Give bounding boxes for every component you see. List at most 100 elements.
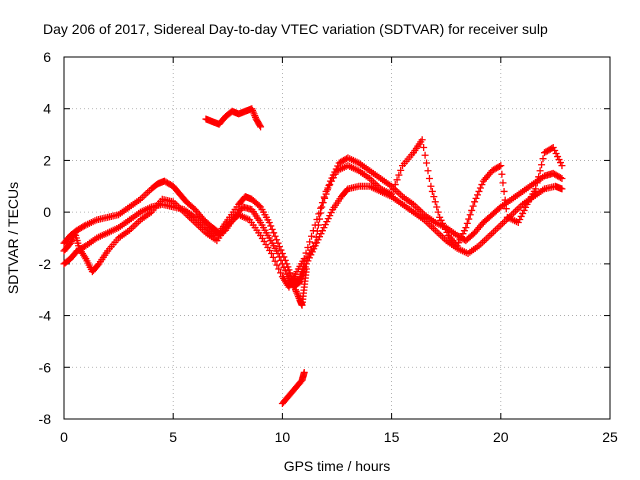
data-point [268, 225, 276, 233]
data-point [475, 187, 483, 195]
data-point [460, 227, 468, 235]
data-point [308, 232, 316, 240]
data-point [472, 194, 480, 202]
data-point [324, 215, 332, 223]
data-point [552, 150, 560, 158]
data-point [522, 203, 530, 211]
data-point [274, 250, 282, 258]
data-point [285, 266, 293, 274]
data-point [501, 196, 509, 204]
series-segment-low [278, 368, 308, 407]
data-point [556, 159, 564, 167]
data-point [311, 242, 319, 250]
data-point [305, 254, 313, 262]
data-point [462, 224, 470, 232]
data-point [320, 193, 328, 201]
data-point [314, 236, 322, 244]
data-point [318, 227, 326, 235]
data-point [434, 208, 442, 216]
data-point [391, 181, 399, 189]
x-tick-label: 10 [275, 429, 291, 445]
data-point [300, 255, 308, 263]
data-point [318, 199, 326, 207]
series-track-c [60, 136, 566, 291]
y-tick-label: -6 [39, 359, 52, 375]
data-point [257, 123, 265, 131]
data-point [317, 230, 325, 238]
x-tick-labels: 0 5 10 15 20 25 [60, 429, 618, 445]
data-point [520, 206, 528, 214]
data-point [311, 221, 319, 229]
data-point [431, 198, 439, 206]
data-point [313, 215, 321, 223]
data-point [533, 179, 541, 187]
chart-title: Day 206 of 2017, Sidereal Day-to-day VTE… [43, 21, 548, 37]
data-point [469, 202, 477, 210]
data-point [421, 151, 429, 159]
data-point [327, 209, 335, 217]
data-point [397, 166, 405, 174]
data-point [499, 179, 507, 187]
data-point [304, 243, 312, 251]
y-tick-label: 0 [43, 204, 51, 220]
data-point [320, 224, 328, 232]
data-point [323, 218, 331, 226]
data-point [273, 236, 281, 244]
data-point [498, 170, 506, 178]
x-tick-label: 15 [384, 429, 400, 445]
data-point [308, 248, 316, 256]
y-tick-label: -4 [39, 308, 52, 324]
data-point [315, 210, 323, 218]
data-point [519, 209, 527, 217]
data-point [310, 245, 318, 253]
data-point [456, 236, 464, 244]
data-point [277, 256, 285, 264]
data-point [271, 232, 279, 240]
data-point [307, 251, 315, 259]
data-point [420, 144, 428, 151]
data-point [281, 267, 289, 275]
data-point [516, 215, 524, 223]
data-point [497, 162, 505, 170]
data-point [555, 156, 563, 164]
series-segment-dip [292, 265, 310, 309]
data-point [539, 155, 547, 163]
data-point [302, 265, 310, 273]
data-point [427, 182, 435, 190]
data-point [428, 187, 436, 195]
data-point [306, 238, 314, 246]
data-point [425, 175, 433, 183]
data-point [433, 203, 441, 211]
data-point [326, 212, 334, 220]
x-tick-label: 5 [169, 429, 177, 445]
data-point [439, 219, 447, 227]
data-point [267, 222, 275, 230]
data-point [430, 193, 438, 201]
data-point [441, 225, 449, 233]
data-point [317, 204, 325, 212]
data-point [270, 229, 278, 237]
data-point [265, 218, 273, 226]
data-point [275, 243, 283, 251]
data-point [549, 144, 557, 151]
data-point [321, 221, 329, 229]
data-point [267, 250, 275, 258]
data-points [60, 105, 566, 407]
data-point [256, 122, 264, 130]
data-point [556, 174, 564, 182]
data-point [476, 184, 484, 192]
data-point [457, 233, 465, 241]
data-point [532, 185, 540, 193]
x-tick-label: 25 [602, 429, 618, 445]
x-tick-label: 0 [60, 429, 68, 445]
data-point [440, 222, 448, 230]
data-point [295, 279, 303, 287]
data-point [395, 171, 403, 179]
data-point [437, 216, 445, 224]
data-point [280, 263, 288, 271]
data-point [468, 206, 476, 214]
data-point [300, 368, 308, 376]
data-point [277, 269, 285, 277]
data-point [393, 176, 401, 184]
data-point [424, 167, 432, 175]
